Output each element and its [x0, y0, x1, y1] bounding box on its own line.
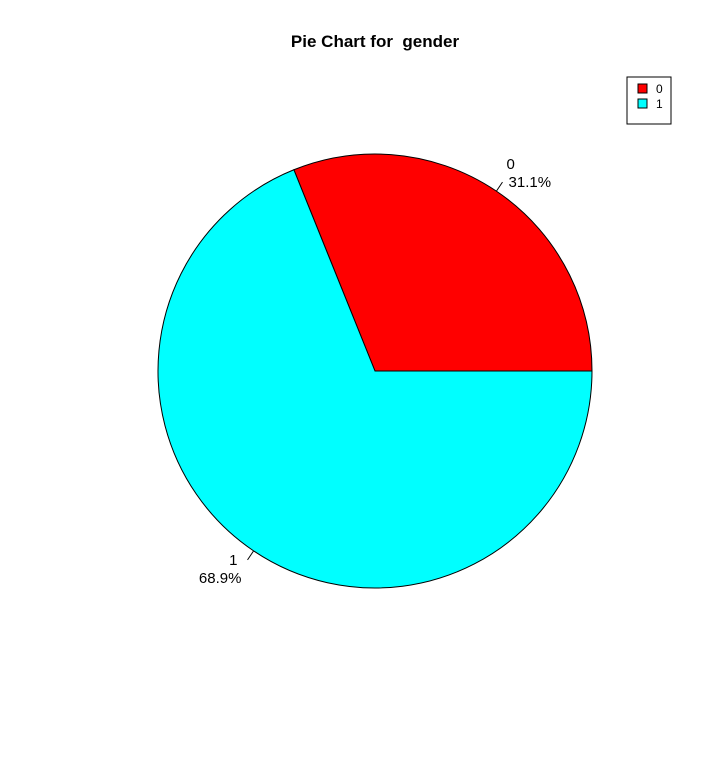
legend-label-0: 0 — [656, 82, 663, 96]
pie-slice-0 — [293, 153, 593, 372]
legend-label-1: 1 — [656, 97, 663, 111]
legend-box — [626, 76, 672, 125]
pie-percent-label-1: 68.9% — [199, 570, 242, 587]
pie-slice-labels: 031.1% 168.9% — [199, 156, 551, 587]
legend-swatch-0 — [637, 83, 648, 94]
pie-label-tick-1 — [247, 550, 255, 561]
pie-percent-label-0: 31.1% — [509, 174, 552, 191]
legend-swatch-1 — [637, 98, 648, 109]
pie-category-label-1: 1 — [229, 552, 237, 569]
pie-label-tick-0 — [495, 181, 503, 192]
pie-slices — [157, 153, 593, 589]
pie-category-label-0: 0 — [507, 156, 515, 173]
pie-slice-1 — [157, 169, 593, 589]
chart-title: Pie Chart for gender — [291, 32, 460, 51]
legend: 01 — [626, 76, 672, 125]
